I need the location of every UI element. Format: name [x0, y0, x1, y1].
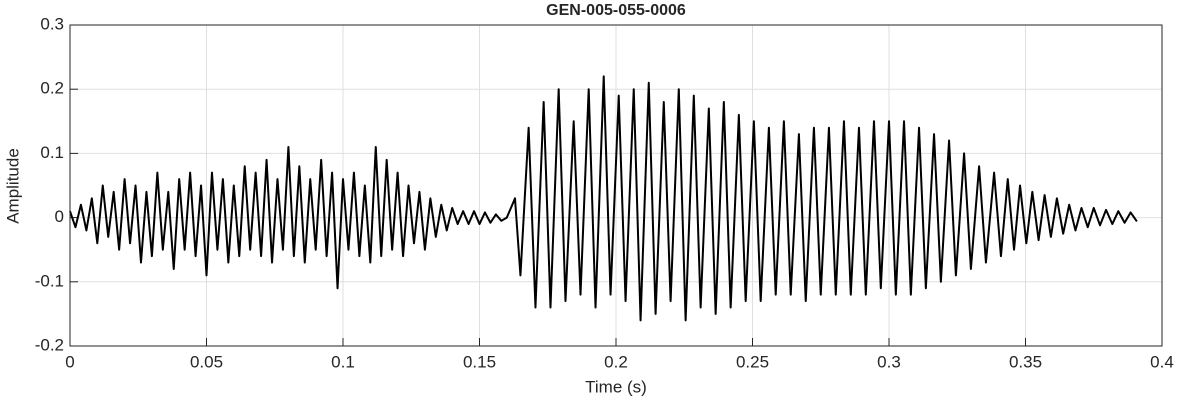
- x-tick-label: 0.1: [331, 352, 355, 371]
- y-tick-label: 0.2: [40, 79, 64, 98]
- x-tick-label: 0.25: [736, 352, 769, 371]
- y-axis-label: Amplitude: [3, 148, 22, 224]
- y-tick-label: 0: [55, 207, 64, 226]
- x-tick-label: 0.4: [1150, 352, 1174, 371]
- x-tick-label: 0.05: [190, 352, 223, 371]
- x-tick-label: 0.3: [877, 352, 901, 371]
- plot-frame: [69, 24, 1163, 347]
- waveform: [69, 75, 1138, 322]
- x-axis-label: Time (s): [585, 377, 647, 396]
- y-tick-label: -0.2: [35, 335, 64, 354]
- x-tick-label: 0.15: [463, 352, 496, 371]
- x-tick-label: 0.35: [1009, 352, 1042, 371]
- y-tick-label: 0.1: [40, 143, 64, 162]
- x-tick-label: 0: [65, 352, 74, 371]
- y-tick-label: 0.3: [40, 14, 64, 33]
- chart-title: GEN-005-055-0006: [546, 2, 686, 19]
- x-tick-label: 0.2: [604, 352, 628, 371]
- y-tick-label: -0.1: [35, 271, 64, 290]
